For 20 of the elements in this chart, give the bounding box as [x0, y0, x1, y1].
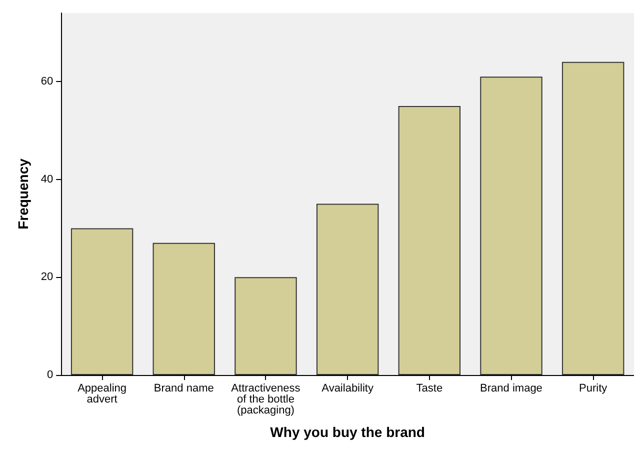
- bar: [152, 242, 215, 375]
- bar: [480, 76, 542, 375]
- x-tick-label: Appealing advert: [78, 382, 127, 406]
- x-tick-label: Purity: [579, 382, 608, 394]
- bar: [234, 277, 297, 375]
- bar: [562, 62, 624, 375]
- x-tick-label: Taste: [416, 382, 443, 394]
- x-axis-title: Why you buy the brand: [270, 424, 425, 440]
- bar: [398, 106, 461, 375]
- x-tick-label: Attractiveness of the bottle (packaging): [231, 382, 301, 416]
- x-tick-label: Brand image: [480, 382, 542, 394]
- bar: [70, 228, 134, 375]
- y-tick-label: 60: [40, 75, 54, 88]
- y-tick-label: 0: [47, 369, 54, 381]
- y-axis-title: Frequency: [15, 158, 31, 230]
- y-tick-label: 20: [40, 271, 54, 284]
- y-tick-label: 40: [40, 173, 54, 186]
- x-tick-label: Availability: [322, 382, 374, 394]
- bar: [316, 204, 379, 375]
- x-tick-label: Brand name: [154, 382, 214, 394]
